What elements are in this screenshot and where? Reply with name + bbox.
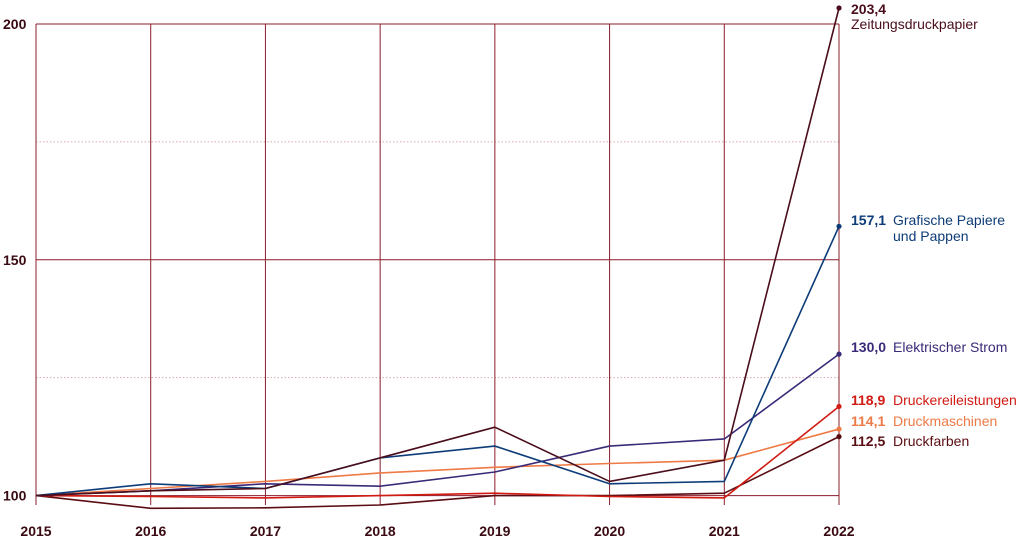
series-end-value: 112,5: [851, 433, 885, 449]
series-name: Druckereileistungen: [893, 392, 1017, 408]
series-line: [35, 405, 840, 499]
series-name: Elektrischer Strom: [893, 339, 1007, 355]
x-tick-label: 2015: [20, 523, 51, 539]
axis-ticks: 100 150 200 2015 2016 2017 2018 2019 2020 2021 202…: [3, 16, 855, 539]
series-end-point: [836, 5, 842, 11]
x-tick-label: 2018: [365, 523, 396, 539]
series-line: [35, 225, 840, 497]
series-name-line: Elektrischer Strom: [893, 339, 1007, 355]
series-name-line: Grafische Papiere: [893, 212, 1005, 228]
series-name-line: Druckfarben: [893, 433, 969, 449]
x-tick-label: 2017: [250, 523, 281, 539]
series-end-value: 114,1: [851, 413, 885, 429]
series-line: [35, 7, 840, 497]
x-tick-label: 2016: [135, 523, 166, 539]
series-end-value: 118,9: [851, 392, 885, 408]
series-end-value: 203,4: [851, 1, 886, 17]
series-end-value: 157,1: [851, 212, 886, 228]
series-end-point: [836, 403, 842, 410]
series-line: [35, 428, 840, 497]
series-lines: [35, 5, 842, 510]
y-tick-label: 200: [3, 16, 27, 32]
series-name-line: und Pappen: [893, 228, 969, 244]
series-end-point: [836, 426, 842, 432]
x-tick-label: 2021: [709, 523, 740, 539]
series-name: Grafische Papiere und Pappen: [893, 212, 1005, 244]
y-tick-label: 150: [3, 252, 27, 268]
series-line: [35, 353, 840, 497]
x-tick-label: 2019: [479, 523, 510, 539]
x-tick-label: 2022: [823, 523, 854, 539]
series-end-value: 130,0: [851, 339, 886, 355]
series-name: Druckfarben: [893, 433, 969, 449]
series-end-point: [836, 434, 842, 440]
series-name-line: Druckmaschinen: [893, 413, 997, 429]
x-tick-label: 2020: [594, 523, 625, 539]
series-line: [35, 435, 840, 510]
series-end-point: [836, 223, 842, 229]
series-end-point: [836, 351, 842, 357]
grid: [35, 23, 840, 505]
y-tick-label: 100: [3, 488, 27, 504]
series-name: Zeitungsdruckpapier: [851, 16, 978, 32]
series-name-line: Druckereileistungen: [893, 392, 1017, 408]
series-name: Druckmaschinen: [893, 413, 997, 429]
